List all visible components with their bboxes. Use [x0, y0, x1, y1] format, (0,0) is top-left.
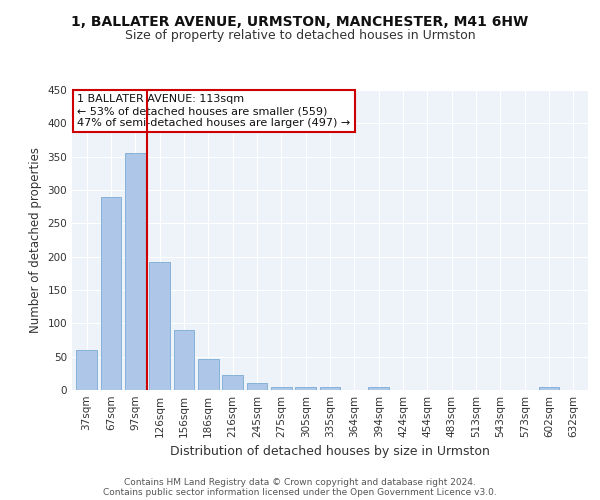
Bar: [101, 196, 121, 390]
X-axis label: Distribution of detached houses by size in Urmston: Distribution of detached houses by size …: [170, 446, 490, 458]
Bar: [173, 330, 194, 390]
Bar: [222, 376, 243, 390]
Text: Size of property relative to detached houses in Urmston: Size of property relative to detached ho…: [125, 30, 475, 43]
Bar: [539, 388, 559, 390]
Bar: [125, 154, 146, 390]
Bar: [198, 360, 218, 390]
Bar: [271, 386, 292, 390]
Bar: [368, 386, 389, 390]
Text: 1 BALLATER AVENUE: 113sqm
← 53% of detached houses are smaller (559)
47% of semi: 1 BALLATER AVENUE: 113sqm ← 53% of detac…: [77, 94, 350, 128]
Bar: [295, 386, 316, 390]
Text: 1, BALLATER AVENUE, URMSTON, MANCHESTER, M41 6HW: 1, BALLATER AVENUE, URMSTON, MANCHESTER,…: [71, 16, 529, 30]
Bar: [76, 350, 97, 390]
Bar: [320, 386, 340, 390]
Text: Contains HM Land Registry data © Crown copyright and database right 2024.
Contai: Contains HM Land Registry data © Crown c…: [103, 478, 497, 497]
Bar: [149, 262, 170, 390]
Bar: [247, 384, 268, 390]
Y-axis label: Number of detached properties: Number of detached properties: [29, 147, 42, 333]
